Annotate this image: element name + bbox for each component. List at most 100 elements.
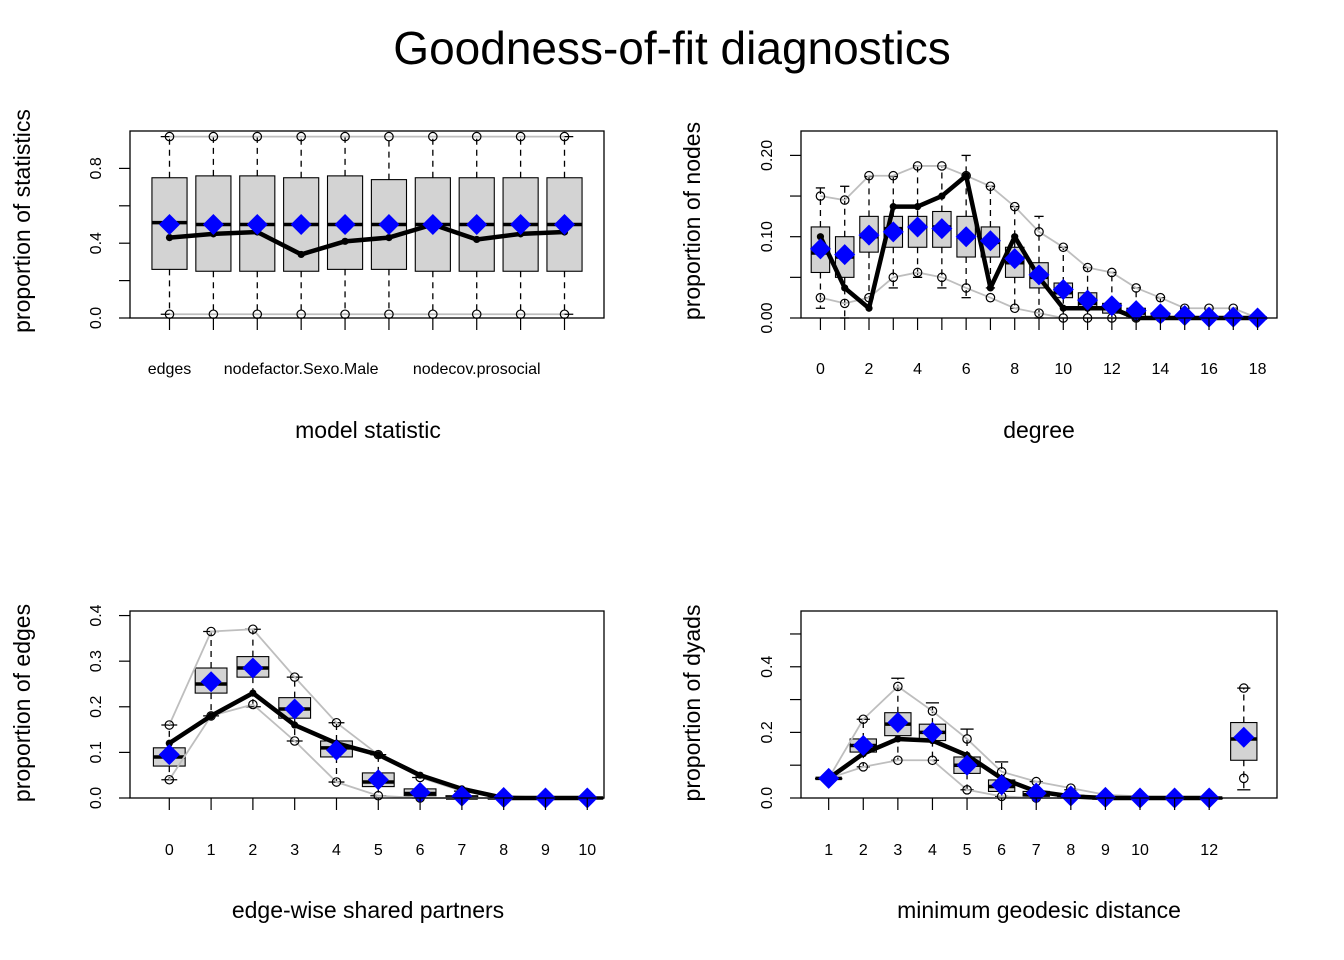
y-tick-label: 0.8 — [88, 157, 105, 179]
mean-diamond — [159, 214, 180, 235]
observed-line — [827, 736, 1210, 801]
mean-diamond — [202, 214, 224, 235]
x-tick-label: 0 — [816, 361, 825, 378]
sim-range-point — [839, 195, 850, 205]
mean-diamond — [158, 744, 180, 766]
observed-point — [165, 739, 173, 747]
sim-range-point — [839, 298, 850, 309]
sim-range-point — [1034, 227, 1044, 237]
sim-range-point — [1131, 283, 1141, 293]
box-model-6 — [370, 135, 408, 315]
x-tick-label: 3 — [893, 842, 902, 859]
sim-range-point — [815, 292, 826, 303]
sim-range-point — [912, 267, 923, 278]
sim-range-point — [815, 191, 826, 201]
mean-diamond — [1077, 289, 1099, 311]
sim-range-point — [858, 762, 869, 772]
mean-diamond — [466, 214, 488, 235]
plot-frame — [129, 610, 605, 799]
observed-point — [297, 250, 305, 259]
panel-degree: degree proportion of nodes 0.00 0.10 0.20 0… — [679, 122, 1278, 443]
panel-degree-xlabel: degree — [1003, 417, 1075, 443]
observed-point — [841, 284, 849, 292]
sim-range-point — [384, 131, 394, 142]
observed-point — [913, 203, 922, 211]
observed-point — [165, 233, 174, 242]
observed-point — [1011, 233, 1019, 241]
mean-diamond — [200, 671, 222, 693]
mean-diamond — [1233, 726, 1255, 748]
mean-diamond — [451, 785, 473, 807]
mean-diamond — [1174, 305, 1196, 327]
sim-range-point — [248, 624, 258, 635]
sim-range-point — [206, 626, 216, 637]
y-tick-label: 0.10 — [759, 221, 776, 252]
observed-point — [416, 771, 424, 779]
x-tick-label: 12 — [1200, 842, 1218, 859]
x-tick-label: 6 — [997, 842, 1006, 859]
mean-diamond — [1198, 306, 1220, 328]
plot-frame — [800, 610, 1278, 799]
y-tick-label: 0.0 — [88, 307, 105, 329]
mean-diamond — [325, 739, 347, 761]
y-tick-label: 0.00 — [759, 302, 776, 333]
mean-diamond — [858, 224, 880, 246]
sim-range-point — [858, 714, 869, 725]
x-tick-label: 2 — [859, 842, 868, 859]
x-tick-label: 2 — [248, 842, 257, 859]
x-tick-label: 10 — [1054, 361, 1072, 378]
mean-diamond — [956, 754, 978, 776]
mean-diamond — [242, 657, 264, 679]
mean-diamond — [1149, 303, 1171, 325]
x-tick-label: 6 — [416, 842, 425, 859]
observed-point — [938, 192, 946, 200]
mean-diamond — [1094, 786, 1116, 808]
x-tick-label: nodecov.prosocial — [413, 361, 541, 378]
sim-range-point — [1082, 262, 1093, 273]
panel-model-ylabel: proportion of statistics — [9, 109, 35, 333]
sim-range-point — [289, 736, 300, 746]
sim-range-point — [1034, 308, 1044, 318]
observed-point — [1059, 304, 1067, 312]
sim-range-point — [248, 699, 258, 710]
sim-range-point — [888, 272, 899, 283]
mean-diamond — [367, 769, 389, 791]
observed-point — [986, 284, 995, 292]
y-tick-label: 0.0 — [759, 787, 776, 809]
sim-range-point — [428, 131, 438, 142]
mean-diamond — [1052, 279, 1074, 301]
observed-point — [249, 689, 257, 697]
sim-range-point — [962, 734, 972, 744]
mean-diamond — [882, 221, 904, 243]
sim-range-point — [985, 181, 996, 192]
sim-range-point — [937, 272, 947, 283]
x-tick-label: edges — [148, 361, 192, 378]
sim-range-point — [864, 170, 874, 181]
x-tick-label: 12 — [1103, 361, 1121, 378]
x-tick-label: 8 — [1010, 361, 1019, 378]
x-tick-label: 1 — [207, 842, 216, 859]
x-tick-label: 7 — [457, 842, 466, 859]
panel-model-xlabel: model statistic — [295, 417, 441, 443]
observed-point — [962, 172, 970, 180]
mean-diamond — [1028, 264, 1050, 286]
sim-range-point — [471, 131, 482, 142]
y-tick-label: 0.4 — [88, 232, 105, 254]
plot-frame — [129, 130, 605, 319]
outlier-point — [1238, 773, 1249, 784]
y-tick-label: 0.0 — [88, 787, 105, 809]
mean-diamond — [246, 214, 268, 235]
sim-range-point — [1155, 292, 1166, 303]
x-tick-label: 4 — [928, 842, 937, 859]
sim-range-point — [937, 161, 947, 171]
x-tick-label: 14 — [1152, 361, 1170, 378]
mean-diamond — [378, 214, 400, 235]
y-tick-label: 0.4 — [759, 656, 776, 678]
y-tick-label: 0.1 — [88, 741, 105, 763]
mean-diamond — [1060, 785, 1082, 807]
panel-edgewise-shared-partners: edge-wise shared partners proportion of … — [9, 604, 605, 923]
observed-point — [889, 203, 897, 211]
mean-diamond — [809, 238, 831, 260]
sim-range-point — [1009, 303, 1020, 314]
sim-range-point — [164, 774, 175, 785]
